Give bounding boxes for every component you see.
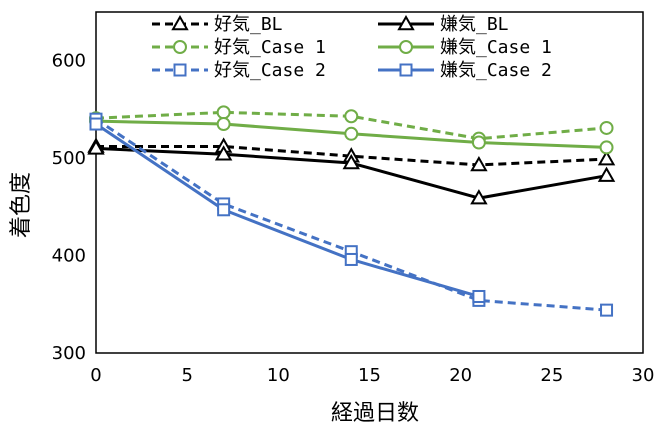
legend-marker <box>171 14 189 31</box>
x-tick-label: 0 <box>90 365 101 386</box>
legend-entry: 嫌気_Case 1 <box>378 37 552 58</box>
legend-marker <box>173 63 187 77</box>
data-point <box>597 150 616 166</box>
legend-label: 嫌気_BL <box>440 14 509 35</box>
series-2 <box>87 139 616 205</box>
y-tick-label: 600 <box>52 51 86 72</box>
legend-label: 好気_Case 2 <box>214 60 326 81</box>
y-tick-label: 500 <box>52 148 86 169</box>
y-axis-title: 着色度 <box>9 172 34 238</box>
data-point <box>597 166 616 182</box>
legend-entry: 好気_BL <box>152 14 283 35</box>
legend-label: 嫌気_Case 2 <box>440 60 552 81</box>
x-tick-label: 25 <box>540 365 563 386</box>
legend-label: 嫌気_Case 1 <box>440 37 552 58</box>
data-point <box>216 117 231 132</box>
data-point <box>471 135 486 150</box>
axes <box>95 11 644 354</box>
data-point <box>342 153 360 170</box>
legend-entry: 嫌気_BL <box>378 14 509 35</box>
legend-entry: 好気_Case 2 <box>152 60 326 81</box>
legend-marker <box>397 14 415 31</box>
y-tick-label: 400 <box>52 246 86 267</box>
x-axis-title: 経過日数 <box>331 401 419 426</box>
x-tick-label: 30 <box>632 365 655 386</box>
data-point <box>344 252 358 266</box>
data-point <box>217 203 231 217</box>
data-point <box>87 139 105 155</box>
data-point <box>216 105 231 120</box>
data-point <box>344 126 359 141</box>
legend-marker <box>399 40 413 54</box>
series-6 <box>89 117 486 303</box>
data-point <box>344 109 359 124</box>
series-lines <box>87 105 616 317</box>
data-point <box>600 303 614 317</box>
x-tick-label: 10 <box>267 365 290 386</box>
legend-marker <box>173 40 187 54</box>
data-point <box>472 289 486 303</box>
data-point <box>470 189 488 205</box>
legend-label: 好気_BL <box>214 14 283 35</box>
data-point <box>470 155 488 172</box>
legend-marker <box>399 63 413 77</box>
data-point <box>599 140 614 155</box>
legend-entry: 好気_Case 1 <box>152 37 326 58</box>
legend-label: 好気_Case 1 <box>214 37 326 58</box>
legend: 好気_BL 嫌気_BL 好気_Case 1 嫌気_Case 1 好気_Case 2 嫌気_… <box>152 14 552 81</box>
data-point <box>89 117 103 131</box>
x-tick-label: 5 <box>181 365 192 386</box>
y-tick-label: 300 <box>52 343 86 364</box>
data-point <box>599 120 614 135</box>
x-tick-label: 15 <box>358 365 381 386</box>
series-line <box>96 144 607 167</box>
tick-labels: 0 5 10 15 20 25 30 300 400 500 600 <box>52 51 655 386</box>
legend-entry: 嫌気_Case 2 <box>378 60 552 81</box>
plot-frame <box>95 11 644 354</box>
data-point <box>214 145 233 161</box>
series-line <box>95 122 480 298</box>
series-line <box>95 110 607 141</box>
x-tick-label: 20 <box>449 365 472 386</box>
